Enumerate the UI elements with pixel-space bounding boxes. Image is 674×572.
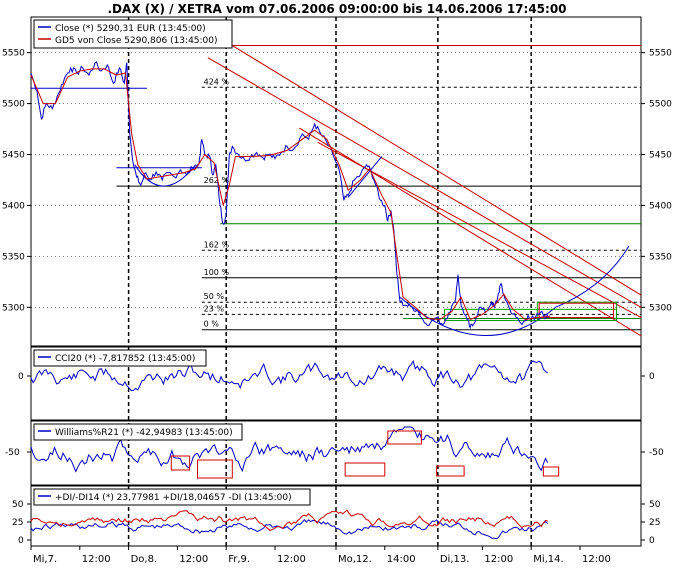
consolidation-box xyxy=(538,302,615,318)
time-axis-label: Mi,14. xyxy=(533,554,564,565)
trend-line xyxy=(317,141,642,318)
cci-series-line xyxy=(30,359,549,392)
williams-extreme-box xyxy=(542,466,560,477)
fib-level-label: 424 % xyxy=(204,77,230,86)
time-axis-label: Mi,7. xyxy=(33,554,57,565)
williams-extreme-box xyxy=(387,430,422,445)
close-series-line xyxy=(30,61,550,330)
time-axis-label: 12:00 xyxy=(484,554,513,565)
price-tick-label-left: 5500 xyxy=(2,100,25,110)
williams-tick-label-left: -50 xyxy=(5,448,20,458)
legend-label: Close (*) 5290,31 EUR (13:45:00) xyxy=(55,24,206,34)
cci-tick-label-right: 0 xyxy=(649,372,655,382)
price-tick-label-right: 5350 xyxy=(649,252,672,262)
cci-tick-label-left: 0 xyxy=(18,372,24,382)
williams-tick-label-right: -50 xyxy=(649,448,664,458)
fib-level-label: 262 % xyxy=(204,176,230,185)
time-axis-label: Di,13. xyxy=(440,554,470,565)
williams-extreme-box xyxy=(344,462,386,477)
price-tick-label-left: 5350 xyxy=(2,252,25,262)
price-tick-label-right: 5300 xyxy=(649,303,672,313)
trend-line xyxy=(347,156,383,198)
trend-line xyxy=(232,45,642,296)
consolidation-box xyxy=(536,301,618,322)
legend-price: Close (*) 5290,31 EUR (13:45:00) GD5 von … xyxy=(33,19,233,49)
dmi-tick-label-right: 0 xyxy=(649,536,655,546)
time-axis-label: 12:00 xyxy=(277,554,306,565)
williams-extreme-box xyxy=(170,455,191,471)
trend-line xyxy=(207,57,642,308)
legend-label: CCI20 (*) -7,817852 (13:45:00) xyxy=(55,354,195,364)
time-axis-label: Mo,12. xyxy=(338,554,372,565)
price-tick-label-left: 5550 xyxy=(2,49,25,59)
legend-cci: CCI20 (*) -7,817852 (13:45:00) xyxy=(33,349,207,367)
time-axis-label: Do,8. xyxy=(131,554,158,565)
price-tick-label-left: 5400 xyxy=(2,201,25,211)
fib-level-label: 0 % xyxy=(204,320,220,329)
legend-box xyxy=(33,488,311,506)
legend-label: GD5 von Close 5290,806 (13:45:00) xyxy=(55,36,218,46)
page-title: .DAX (X) / XETRA vom 07.06.2006 09:00:00… xyxy=(107,2,567,16)
dmi-tick-label-left: 50 xyxy=(12,500,24,510)
time-axis-label: 12:00 xyxy=(82,554,111,565)
williams-series-line xyxy=(30,426,549,473)
price-tick-label-left: 5300 xyxy=(2,303,25,313)
dmi-tick-label-left: 25 xyxy=(12,518,23,528)
price-tick-label-right: 5500 xyxy=(649,100,672,110)
legend-dmi: +DI/-DI14 (*) 23,77981 +DI/18,04657 -DI … xyxy=(33,488,311,506)
legend-box xyxy=(33,349,207,367)
price-tick-label-right: 5550 xyxy=(649,49,672,59)
di-plus-series-line xyxy=(30,519,549,540)
legend-box xyxy=(33,423,243,441)
gd5-series-line xyxy=(30,68,550,321)
di-minus-series-line xyxy=(30,509,548,531)
dmi-tick-label-right: 25 xyxy=(649,518,660,528)
fib-level-label: 50 % xyxy=(204,292,225,301)
price-tick-label-right: 5450 xyxy=(649,151,672,161)
dmi-tick-label-left: 0 xyxy=(18,536,24,546)
legend-label: Williams%R21 (*) -42,94983 (13:45:00) xyxy=(55,428,233,438)
price-tick-label-left: 5450 xyxy=(2,151,25,161)
legend-williams: Williams%R21 (*) -42,94983 (13:45:00) xyxy=(33,423,243,441)
dmi-tick-label-right: 50 xyxy=(649,500,661,510)
trend-line xyxy=(299,127,642,337)
fib-level-label: 100 % xyxy=(204,268,230,277)
price-tick-label-right: 5400 xyxy=(649,201,672,211)
williams-extreme-box xyxy=(436,465,465,477)
time-axis-label: 14:00 xyxy=(387,554,416,565)
panel-frame-wil xyxy=(30,420,642,486)
legend-box xyxy=(33,19,233,49)
legend-label: +DI/-DI14 (*) 23,77981 +DI/18,04657 -DI … xyxy=(55,493,292,503)
fib-level-label: 23 % xyxy=(204,304,225,313)
time-axis-label: 12:00 xyxy=(582,554,611,565)
time-axis-label: 12:00 xyxy=(179,554,208,565)
rounding-arc xyxy=(399,245,630,336)
time-axis-label: Fr,9. xyxy=(228,554,250,565)
williams-extreme-box xyxy=(197,459,233,479)
fib-level-label: 162 % xyxy=(204,240,230,249)
